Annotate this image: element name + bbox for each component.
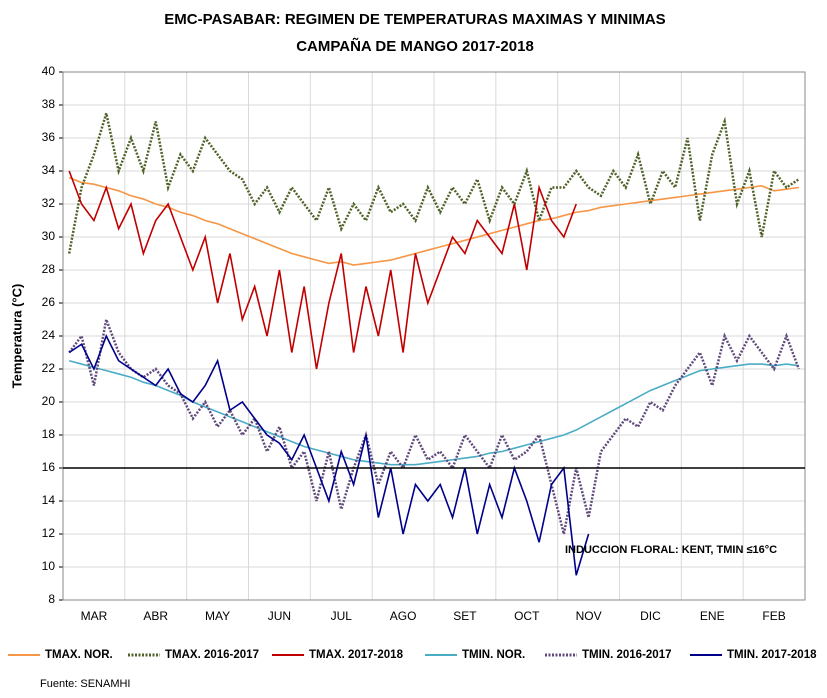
x-tick-label: ENE [700, 609, 725, 623]
legend-label: TMIN. 2017-2018 [727, 649, 817, 661]
series-line [68, 176, 799, 266]
y-tick-label: 30 [42, 229, 56, 243]
y-tick-label: 8 [48, 592, 55, 606]
y-tick-label: 36 [42, 130, 56, 144]
y-axis-label: Temperatura (°C) [9, 284, 24, 389]
legend-label: TMIN. NOR. [462, 649, 525, 661]
x-tick-label: MAR [81, 609, 108, 623]
y-tick-label: 18 [42, 427, 56, 441]
y-tick-label: 38 [42, 97, 56, 111]
series-line [68, 334, 590, 576]
x-tick-label: AGO [390, 609, 417, 623]
y-tick-label: 10 [42, 559, 56, 573]
y-tick-label: 24 [42, 328, 56, 342]
x-tick-label: FEB [762, 609, 785, 623]
legend-label: TMAX. NOR. [45, 649, 113, 661]
y-tick-label: 26 [42, 295, 56, 309]
y-tick-label: 12 [42, 526, 56, 540]
x-tick-label: JUN [268, 609, 291, 623]
y-tick-label: 14 [42, 493, 56, 507]
y-tick-label: 16 [42, 460, 56, 474]
x-tick-label: NOV [576, 609, 602, 623]
x-tick-label: JUL [331, 609, 353, 623]
legend-label: TMAX. 2017-2018 [309, 649, 404, 661]
plot-border [62, 71, 806, 601]
y-tick-label: 28 [42, 262, 56, 276]
series-line [68, 170, 577, 370]
x-tick-label: ABR [143, 609, 168, 623]
chart-title: EMC-PASABAR: REGIMEN DE TEMPERATURAS MAX… [164, 11, 665, 28]
source: Fuente: SENAMHI [40, 678, 130, 690]
chart-subtitle: CAMPAÑA DE MANGO 2017-2018 [296, 37, 534, 55]
series-line [67, 112, 800, 254]
x-tick-label: SET [453, 609, 477, 623]
legend-label: TMIN. 2016-2017 [582, 649, 672, 661]
x-tick-label: MAY [205, 609, 230, 623]
annotation: INDUCCION FLORAL: KENT, TMIN ≤16°C [565, 544, 777, 556]
y-tick-label: 20 [42, 394, 56, 408]
y-tick-label: 34 [42, 163, 56, 177]
legend-label: TMAX. 2016-2017 [165, 649, 259, 661]
x-tick-label: DIC [640, 609, 661, 623]
y-tick-label: 32 [42, 196, 56, 210]
y-tick-label: 22 [42, 361, 56, 375]
y-tick-label: 40 [42, 64, 56, 78]
x-tick-label: OCT [514, 609, 540, 623]
